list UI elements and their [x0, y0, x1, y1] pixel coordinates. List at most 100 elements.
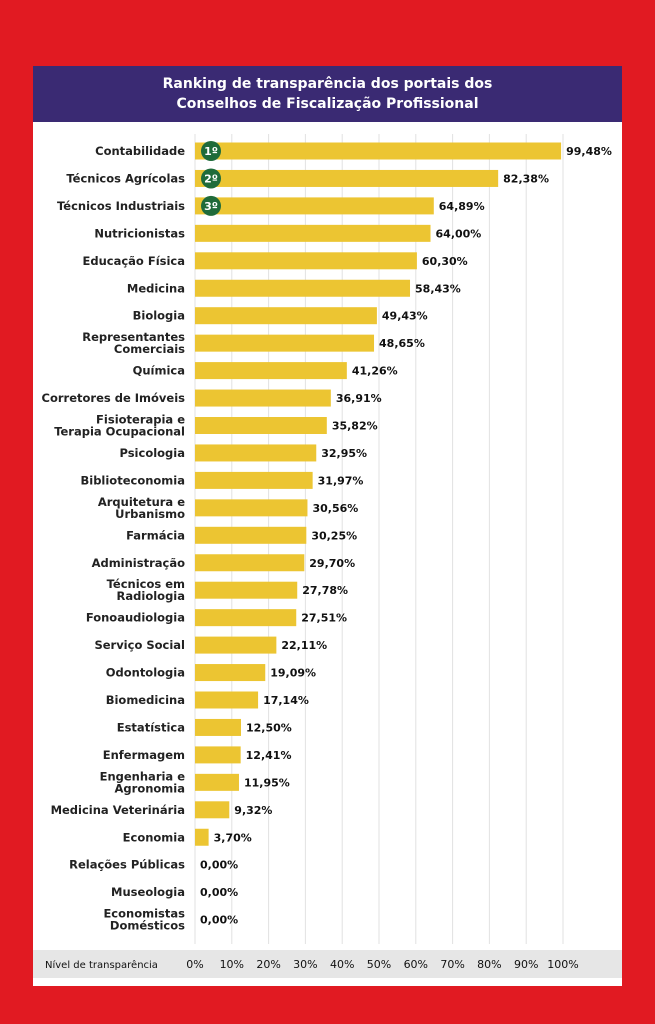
value-label: 11,95%	[244, 776, 290, 789]
value-label: 82,38%	[503, 172, 549, 185]
value-label: 12,50%	[246, 721, 292, 734]
x-tick-label: 0%	[186, 958, 203, 971]
bar	[195, 499, 308, 517]
value-label: 19,09%	[270, 667, 316, 680]
x-axis-band	[33, 950, 622, 978]
value-label: 27,51%	[301, 612, 347, 625]
x-tick-label: 100%	[547, 958, 578, 971]
bar	[195, 389, 331, 407]
x-tick-label: 80%	[477, 958, 501, 971]
value-label: 31,97%	[318, 474, 364, 487]
category-label-line: Urbanismo	[115, 507, 185, 521]
bar	[195, 307, 377, 325]
x-tick-label: 60%	[404, 958, 428, 971]
category-label: Estatística	[117, 720, 185, 734]
category-label: Química	[133, 364, 185, 378]
bar	[195, 526, 307, 544]
bar	[195, 417, 327, 434]
category-label-line: Domésticos	[110, 919, 185, 933]
bar	[195, 334, 375, 352]
value-label: 32,95%	[321, 447, 367, 460]
value-label: 17,14%	[263, 694, 309, 707]
bar	[195, 197, 434, 215]
x-axis-title: Nível de transparência	[45, 959, 158, 971]
chart-title-line-1: Ranking de transparência dos portais dos	[162, 76, 493, 92]
category-label: Administração	[92, 556, 186, 570]
value-label: 12,41%	[246, 749, 292, 762]
value-label: 9,32%	[234, 804, 272, 817]
x-tick-label: 70%	[440, 958, 464, 971]
category-label: Serviço Social	[94, 638, 185, 652]
x-tick-label: 90%	[514, 958, 538, 971]
value-label: 64,00%	[436, 227, 482, 240]
category-label-line: Engenharia e	[100, 769, 186, 783]
x-tick-label: 40%	[330, 958, 354, 971]
value-label: 99,48%	[566, 145, 612, 158]
bar	[195, 636, 277, 654]
category-label: Nutricionistas	[94, 226, 185, 240]
bar-chart: 99,48% Contabilidade 82,38% Técnicos Agríco…	[33, 134, 622, 978]
bar	[195, 252, 417, 270]
bar	[195, 746, 241, 764]
x-tick-label: 20%	[256, 958, 280, 971]
bar	[195, 581, 298, 599]
category-label-line: Representantes	[82, 330, 185, 344]
labels: 99,48% Contabilidade 82,38% Técnicos Agríco…	[42, 141, 612, 933]
value-label: 41,26%	[352, 365, 398, 378]
category-label: Técnicos Agrícolas	[66, 171, 185, 185]
value-label: 0,00%	[200, 886, 238, 899]
bar	[195, 169, 499, 187]
category-label: Representantes Comerciais	[82, 330, 185, 356]
bar	[195, 609, 297, 627]
bar	[195, 664, 266, 682]
category-label: Biologia	[133, 309, 185, 323]
value-label: 0,00%	[200, 859, 238, 872]
bars	[195, 142, 562, 846]
x-tick-label: 30%	[293, 958, 317, 971]
category-label-line: Comerciais	[114, 342, 185, 356]
category-label: Educação Física	[83, 254, 186, 268]
bar	[195, 142, 562, 160]
rank-badge-text: 3º	[204, 200, 218, 213]
category-label: Fisioterapia e Terapia Ocupacional	[54, 413, 185, 439]
value-label: 22,11%	[281, 639, 327, 652]
bar	[195, 362, 347, 380]
rank-badge	[201, 195, 221, 216]
category-label: Fonoaudiologia	[86, 611, 185, 625]
category-label: Contabilidade	[95, 144, 185, 158]
value-label: 3,70%	[214, 831, 252, 844]
category-label: Técnicos Industriais	[57, 199, 185, 213]
value-label: 27,78%	[302, 584, 348, 597]
category-label: Psicologia	[119, 446, 185, 460]
value-label: 30,56%	[312, 502, 358, 515]
category-label-line: Economistas	[103, 907, 185, 921]
category-label-line: Arquitetura e	[98, 495, 185, 509]
category-label: Relações Públicas	[69, 858, 185, 872]
chart-card: 99,48% Contabilidade 82,38% Técnicos Agríco…	[33, 66, 622, 986]
value-label: 30,25%	[311, 529, 357, 542]
category-label: Biomedicina	[106, 693, 185, 707]
category-label: Medicina	[127, 281, 185, 295]
rank-badge	[201, 141, 221, 161]
value-label: 0,00%	[200, 914, 238, 927]
category-label: Biblioteconomia	[80, 473, 185, 487]
category-label: Técnicos em Radiologia	[107, 577, 185, 603]
category-label-line: Terapia Ocupacional	[54, 425, 185, 439]
category-label-line: Agronomia	[115, 781, 185, 795]
category-label: Medicina Veterinária	[51, 803, 185, 817]
bar	[195, 773, 239, 791]
category-label: Museologia	[111, 885, 185, 899]
value-label: 49,43%	[382, 310, 428, 323]
value-label: 36,91%	[336, 392, 382, 405]
category-label: Economistas Domésticos	[103, 907, 185, 933]
value-label: 60,30%	[422, 255, 468, 268]
category-label: Arquitetura e Urbanismo	[98, 495, 185, 521]
category-label-line: Radiologia	[117, 589, 185, 603]
bar	[195, 691, 259, 709]
x-axis: Nível de transparência 0% 10% 20% 30% 40% 50% 6…	[33, 950, 622, 978]
bar	[195, 801, 230, 819]
category-label-line: Fisioterapia e	[96, 413, 185, 427]
x-tick-label: 50%	[367, 958, 391, 971]
rank-badge-text: 2º	[204, 172, 218, 185]
bar	[195, 224, 431, 242]
